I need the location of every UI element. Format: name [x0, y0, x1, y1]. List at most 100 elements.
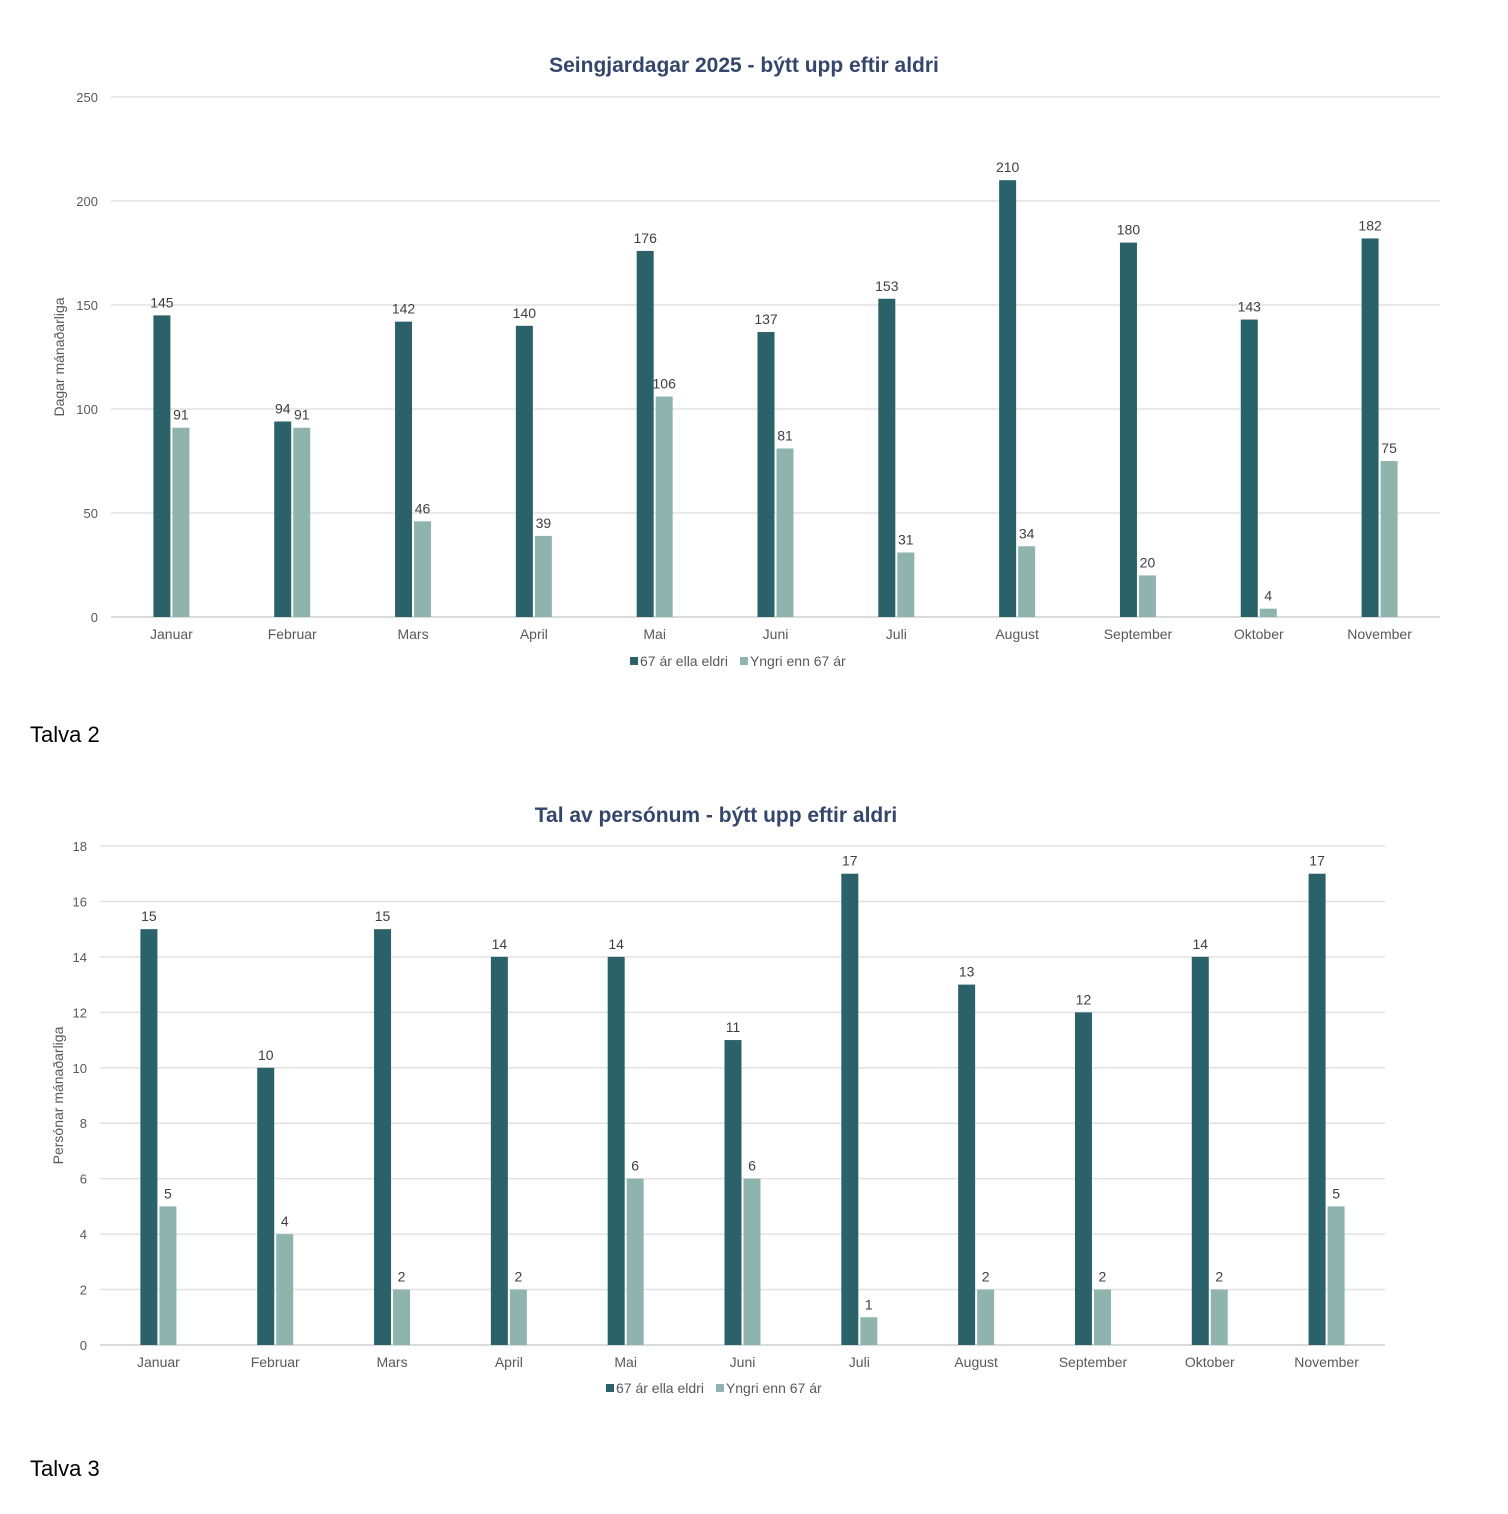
bar-under-67	[977, 1289, 995, 1345]
data-label: 180	[1117, 222, 1141, 238]
bar-under-67	[626, 1178, 644, 1345]
data-label: 1	[865, 1296, 873, 1312]
x-tick-label: November	[1294, 1354, 1359, 1370]
bar-under-67	[159, 1206, 177, 1345]
x-tick-label: August	[995, 626, 1039, 642]
data-label: 15	[141, 908, 157, 924]
data-label: 75	[1381, 440, 1397, 456]
x-tick-label: Mai	[614, 1354, 637, 1370]
bar-67-or-older	[1191, 956, 1209, 1345]
bar-67-or-older	[999, 180, 1017, 617]
data-label: 12	[1076, 991, 1092, 1007]
data-label: 210	[996, 159, 1020, 175]
x-tick-label: Mars	[397, 626, 428, 642]
data-label: 2	[514, 1269, 522, 1285]
bar-67-or-older	[1074, 1012, 1092, 1345]
data-label: 2	[1099, 1269, 1107, 1285]
x-tick-label: Oktober	[1234, 626, 1284, 642]
legend-swatch	[630, 657, 638, 665]
x-tick-label: September	[1059, 1354, 1128, 1370]
y-tick-label: 18	[73, 839, 87, 854]
y-axis-label: Dagar mánaðarliga	[51, 297, 67, 416]
data-label: 46	[415, 500, 431, 516]
data-label: 137	[754, 311, 778, 327]
data-label: 176	[634, 230, 658, 246]
data-label: 10	[258, 1047, 274, 1063]
caption-talva-2: Talva 2	[30, 722, 100, 747]
bar-under-67	[655, 396, 673, 617]
data-label: 39	[536, 515, 552, 531]
bar-67-or-older	[395, 321, 413, 617]
bar-67-or-older	[841, 873, 859, 1345]
data-label: 81	[777, 428, 793, 444]
y-tick-label: 250	[76, 90, 98, 105]
bar-under-67	[393, 1289, 411, 1345]
bar-67-or-older	[374, 929, 392, 1345]
chart-title: Seingjardagar 2025 - býtt upp eftir aldr…	[549, 54, 939, 77]
x-tick-label: November	[1347, 626, 1412, 642]
bar-67-or-older	[958, 984, 976, 1345]
data-label: 145	[150, 294, 174, 310]
bar-under-67	[1138, 575, 1156, 617]
data-label: 6	[631, 1158, 639, 1174]
data-label: 91	[294, 407, 310, 423]
legend-label: Yngri enn 67 ár	[726, 1380, 822, 1396]
legend-swatch	[739, 657, 748, 665]
legend-label: 67 ár ella eldri	[616, 1380, 704, 1396]
legend-swatch	[606, 1384, 614, 1392]
caption-talva-3: Talva 3	[30, 1456, 100, 1481]
y-tick-label: 0	[80, 1338, 87, 1353]
y-tick-label: 12	[73, 1005, 87, 1020]
bar-67-or-older	[1308, 873, 1326, 1345]
x-tick-label: Februar	[268, 626, 317, 642]
y-axis-label: Persónar mánaðarliga	[50, 1026, 66, 1164]
data-label: 6	[748, 1158, 756, 1174]
bar-67-or-older	[257, 1067, 275, 1345]
bar-67-or-older	[140, 929, 158, 1345]
y-tick-label: 6	[80, 1172, 87, 1187]
bar-under-67	[1380, 461, 1398, 617]
x-tick-label: Juli	[886, 626, 907, 642]
bar-under-67	[776, 448, 794, 617]
y-tick-label: 200	[76, 194, 98, 209]
y-tick-label: 8	[80, 1116, 87, 1131]
bar-67-or-older	[153, 315, 171, 617]
bar-under-67	[1018, 546, 1036, 617]
bar-under-67	[1093, 1289, 1111, 1345]
x-tick-label: Januar	[150, 626, 193, 642]
data-label: 5	[164, 1185, 172, 1201]
legend-label: 67 ár ella eldri	[640, 653, 728, 669]
bar-under-67	[509, 1289, 527, 1345]
bar-67-or-older	[490, 956, 508, 1345]
x-tick-label: August	[954, 1354, 998, 1370]
x-tick-label: Juni	[730, 1354, 756, 1370]
data-label: 14	[1192, 936, 1208, 952]
bar-67-or-older	[1119, 242, 1137, 617]
y-tick-label: 10	[73, 1061, 87, 1076]
bar-under-67	[414, 521, 432, 617]
data-label: 4	[1264, 588, 1272, 604]
x-tick-label: Februar	[251, 1354, 300, 1370]
data-label: 17	[842, 853, 858, 869]
data-label: 14	[608, 936, 624, 952]
data-label: 11	[726, 1019, 741, 1035]
data-label: 5	[1332, 1185, 1340, 1201]
bar-67-or-older	[636, 250, 654, 618]
x-tick-label: Juni	[763, 626, 789, 642]
data-label: 182	[1358, 217, 1382, 233]
y-tick-label: 150	[76, 298, 98, 313]
data-label: 15	[375, 908, 391, 924]
x-tick-label: Juli	[849, 1354, 870, 1370]
y-tick-label: 100	[76, 402, 98, 417]
bar-67-or-older	[757, 332, 775, 617]
bar-under-67	[172, 427, 190, 617]
data-label: 94	[275, 400, 291, 416]
x-tick-label: Mars	[376, 1354, 407, 1370]
data-label: 142	[392, 301, 416, 317]
data-label: 4	[281, 1213, 289, 1229]
bar-67-or-older	[878, 298, 896, 617]
legend-label: Yngri enn 67 ár	[750, 653, 846, 669]
x-tick-label: Januar	[137, 1354, 180, 1370]
bar-under-67	[293, 427, 311, 617]
